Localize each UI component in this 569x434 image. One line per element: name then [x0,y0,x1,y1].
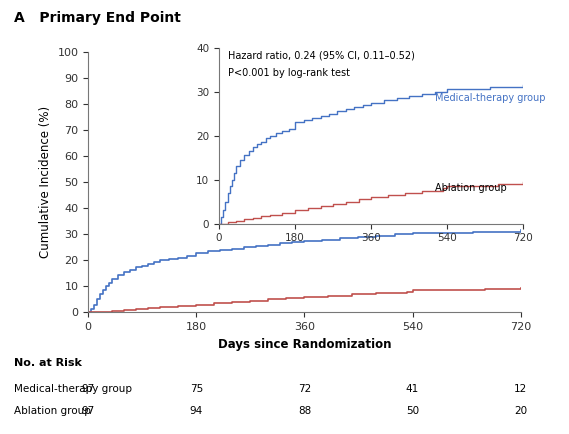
Text: P<0.001 by log-rank test: P<0.001 by log-rank test [228,68,349,78]
Text: 94: 94 [189,406,203,416]
Text: 88: 88 [298,406,311,416]
Text: Medical-therapy group: Medical-therapy group [14,384,132,394]
Text: 20: 20 [514,406,527,416]
Y-axis label: Cumulative Incidence (%): Cumulative Incidence (%) [39,106,52,258]
Text: Hazard ratio, 0.24 (95% CI, 0.11–0.52): Hazard ratio, 0.24 (95% CI, 0.11–0.52) [228,51,414,61]
Text: Ablation group: Ablation group [435,183,506,194]
Text: 12: 12 [514,384,527,394]
Text: 97: 97 [81,406,95,416]
Text: No. at Risk: No. at Risk [14,358,82,368]
Text: 97: 97 [81,384,95,394]
Text: Medical-therapy group: Medical-therapy group [435,93,545,103]
Text: A   Primary End Point: A Primary End Point [14,11,181,25]
Text: 72: 72 [298,384,311,394]
Text: 50: 50 [406,406,419,416]
Text: Ablation group: Ablation group [14,406,91,416]
X-axis label: Days since Randomization: Days since Randomization [218,338,391,351]
Text: 75: 75 [189,384,203,394]
Text: 41: 41 [406,384,419,394]
